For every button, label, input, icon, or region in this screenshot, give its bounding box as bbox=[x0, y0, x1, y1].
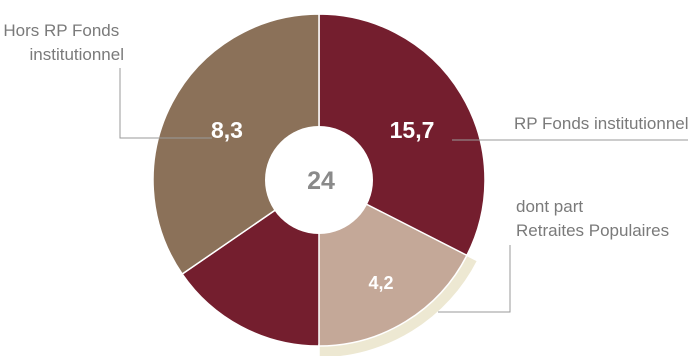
slice-value-hors-rp: 8,3 bbox=[211, 117, 243, 143]
leader-line-hors-rp bbox=[119, 68, 212, 139]
slice-value-rp-fonds: 15,7 bbox=[390, 117, 435, 143]
annotation-retraites-line-1: dont part bbox=[516, 197, 583, 216]
leader-line-retraites bbox=[438, 245, 511, 313]
donut-hole bbox=[265, 126, 373, 234]
slice-value-retraites: 4,2 bbox=[368, 273, 393, 293]
slice-hors-rp-fonds-institutionnel bbox=[152, 13, 320, 276]
annotation-hors-rp-line-2: institutionnel bbox=[29, 45, 124, 64]
annotation-retraites-line-2: Retraites Populaires bbox=[516, 221, 669, 240]
annotation-hors-rp-line-1: Hors RP Fonds bbox=[3, 21, 119, 40]
slice-retraites-populaires bbox=[318, 178, 468, 347]
annotation-hors-rp: Hors RP Fonds institutionnel bbox=[3, 21, 124, 64]
annotation-retraites: dont part Retraites Populaires bbox=[516, 197, 669, 240]
annotation-rp-fonds: RP Fonds institutionnel bbox=[514, 114, 688, 133]
total-label: 24 bbox=[307, 167, 335, 195]
